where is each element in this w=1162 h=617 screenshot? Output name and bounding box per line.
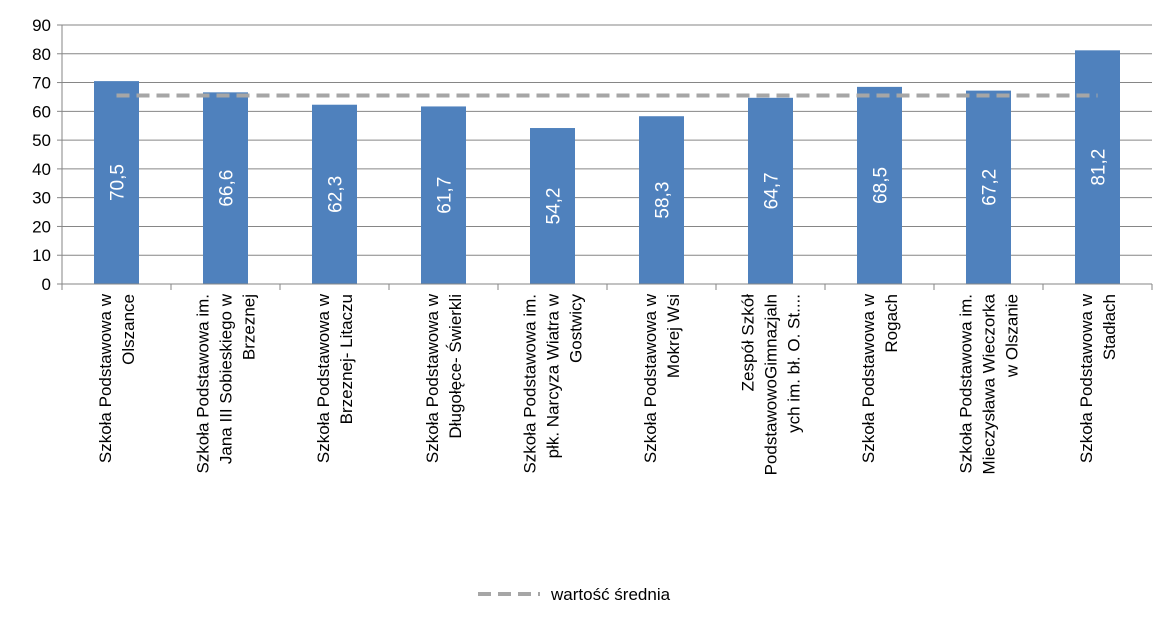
x-tick-label: Szkoła Podstawowa w	[1077, 293, 1096, 463]
y-tick-label: 30	[32, 189, 51, 208]
y-tick-label: 50	[32, 131, 51, 150]
x-tick-label: Mokrej Wsi	[664, 294, 683, 378]
x-tick-label: Zespół Szkół	[739, 294, 758, 392]
x-tick-label: Olszance	[119, 294, 138, 365]
x-tick-label: Szkoła Podstawowa w	[314, 293, 333, 463]
x-tick-label: Brzeznej	[240, 294, 259, 360]
legend-entry: wartość średnia	[550, 585, 671, 604]
y-tick-label: 60	[32, 102, 51, 121]
x-tick-label: w Olszanie	[1003, 294, 1022, 378]
x-tick-label: Szkoła Podstawowa im.	[521, 294, 540, 474]
bar	[94, 81, 139, 284]
data-label: 68,5	[871, 167, 892, 204]
data-label: 70,5	[108, 164, 129, 201]
data-label: 81,2	[1089, 149, 1110, 186]
x-tick-label: Długołęce- Świerkli	[446, 294, 465, 439]
x-tick-label: Szkoła Podstawowa im.	[194, 294, 213, 474]
x-tick-label: Szkoła Podstawowa im.	[957, 294, 976, 474]
x-tick-label: Jana III Sobieskiego w	[217, 293, 236, 464]
data-label: 54,2	[544, 188, 565, 225]
data-label: 66,6	[217, 170, 238, 207]
x-tick-label: Rogach	[882, 294, 901, 353]
y-tick-label: 70	[32, 74, 51, 93]
bar	[530, 128, 575, 284]
bar	[1075, 50, 1120, 284]
bar	[966, 90, 1011, 284]
x-tick-label: ych im. bł. O. St....	[785, 294, 804, 433]
x-tick-label: Szkoła Podstawowa w	[96, 293, 115, 463]
data-label: 64,7	[762, 172, 783, 209]
bar	[421, 106, 466, 285]
x-tick-label: Szkoła Podstawowa w	[859, 293, 878, 463]
bar	[203, 92, 248, 284]
x-tick-label: Stadłach	[1100, 294, 1119, 360]
x-tick-label: PodstawowoGimnazjaln	[762, 294, 781, 475]
y-tick-label: 20	[32, 217, 51, 236]
data-label: 61,7	[435, 177, 456, 214]
bar	[748, 97, 793, 285]
data-label: 67,2	[980, 169, 1001, 206]
x-tick-label: Szkoła Podstawowa w	[641, 293, 660, 463]
x-tick-label: Gostwicy	[567, 294, 586, 363]
x-tick-label: Szkoła Podstawowa w	[423, 293, 442, 463]
x-tick-label: Brzeznej- Litaczu	[337, 294, 356, 424]
data-label: 58,3	[653, 182, 674, 219]
x-tick-label: płk. Narcyza Wiatra w	[544, 293, 563, 458]
bar	[857, 86, 902, 284]
bar	[639, 116, 684, 284]
y-tick-label: 80	[32, 45, 51, 64]
y-tick-label: 40	[32, 160, 51, 179]
y-tick-label: 90	[32, 16, 51, 35]
bar	[312, 104, 357, 284]
data-label: 62,3	[326, 176, 347, 213]
x-tick-label: Mieczysława Wieczorka	[980, 293, 999, 474]
y-tick-label: 10	[32, 246, 51, 265]
y-tick-label: 0	[42, 275, 51, 294]
